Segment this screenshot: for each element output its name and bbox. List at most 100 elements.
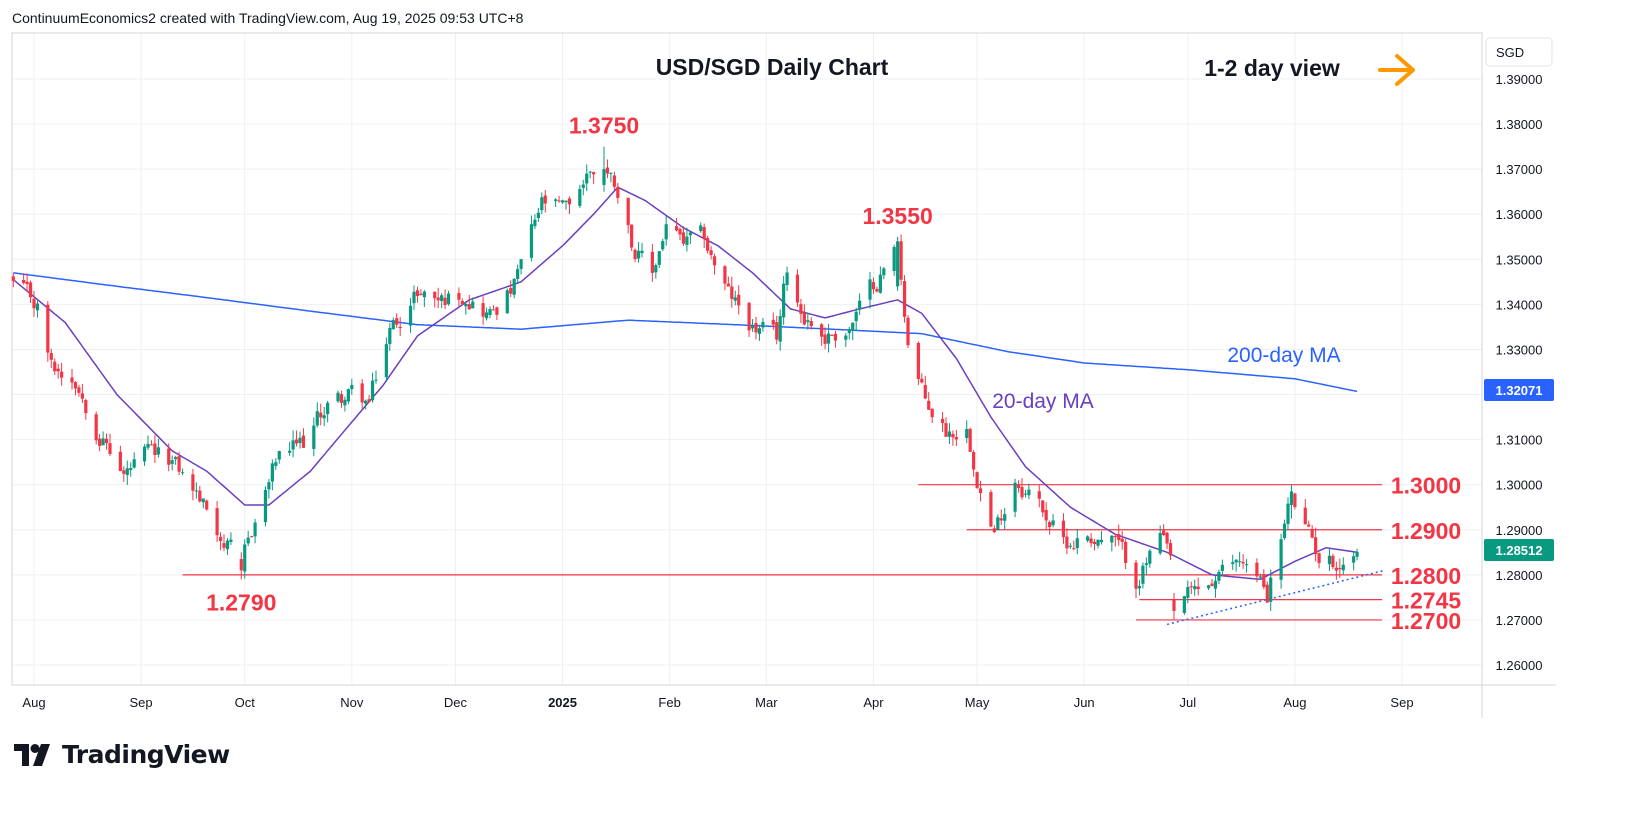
candle	[540, 192, 544, 215]
candle-body	[916, 342, 920, 380]
candle-body	[681, 232, 686, 244]
candle	[1279, 533, 1283, 589]
candle	[495, 306, 499, 321]
candle	[1051, 514, 1055, 528]
currency-label: SGD	[1496, 45, 1524, 60]
candle-body	[319, 412, 323, 418]
candle-body	[1065, 536, 1069, 549]
level-label: 1.3000	[1391, 473, 1461, 499]
candle-body	[1327, 555, 1332, 565]
candle-body	[436, 297, 440, 301]
candle	[440, 293, 444, 309]
candle-body	[875, 288, 879, 292]
candle	[947, 423, 952, 444]
candle-body	[650, 251, 654, 273]
candle-body	[1331, 555, 1335, 567]
candle	[1148, 548, 1152, 568]
candle	[657, 250, 661, 269]
candle	[1162, 524, 1166, 536]
candle-body	[702, 227, 706, 240]
candle	[274, 458, 278, 470]
candle-body	[1186, 586, 1190, 598]
candle-body	[560, 200, 565, 203]
candle	[1124, 539, 1128, 570]
candle	[1262, 569, 1266, 590]
candle-body	[22, 279, 26, 283]
candle	[1134, 559, 1138, 599]
candle-body	[149, 444, 154, 446]
candle	[288, 441, 292, 456]
candle	[70, 369, 74, 390]
candle	[505, 288, 509, 314]
candle-body	[53, 361, 57, 372]
y-tick-label: 1.35000	[1496, 252, 1543, 267]
time-axis[interactable]: Aug Sep Oct Nov Dec 2025 Feb Mar Apr May Jun Jul Aug…	[22, 695, 1413, 710]
candle-body	[1193, 586, 1197, 590]
candle-body	[167, 448, 171, 465]
candle	[685, 227, 689, 252]
candle	[191, 468, 195, 501]
annotations-group: 1.3750 1.3550 1.2790	[206, 113, 933, 616]
candle-body	[291, 440, 295, 450]
candle	[678, 227, 682, 241]
y-tick-label: 1.27000	[1496, 613, 1543, 628]
candle	[785, 266, 789, 291]
candle-body	[540, 197, 544, 211]
candle-body	[1158, 533, 1162, 554]
y-tick-label: 1.29000	[1496, 523, 1543, 538]
candle	[1244, 559, 1249, 573]
ma200-label: 200-day MA	[1227, 344, 1340, 367]
candle	[992, 525, 996, 534]
candle	[650, 243, 654, 282]
candle-body	[1072, 548, 1076, 550]
candle-body	[509, 288, 513, 294]
candle	[1048, 520, 1052, 535]
candle	[1213, 575, 1218, 598]
candle-body	[588, 171, 592, 173]
candle-body	[1317, 553, 1321, 564]
candle	[851, 322, 855, 341]
candle-body	[56, 368, 60, 372]
candle-body	[339, 394, 344, 403]
candle-body	[661, 241, 665, 250]
candle-body	[77, 387, 81, 393]
candle	[194, 482, 198, 499]
candle	[294, 430, 299, 447]
candle	[367, 394, 371, 403]
candle-body	[826, 333, 831, 344]
candle	[491, 305, 496, 311]
candle-body	[412, 291, 416, 304]
candle	[471, 297, 475, 309]
candle-body	[1117, 534, 1121, 540]
candle-body	[191, 474, 195, 491]
candle-body	[170, 460, 174, 464]
candle-body	[322, 415, 326, 419]
candle	[972, 449, 976, 477]
candle-body	[975, 472, 979, 488]
candle	[374, 370, 378, 384]
candle	[77, 384, 81, 397]
candle	[1317, 552, 1321, 569]
candle-body	[578, 189, 582, 206]
candle	[132, 452, 136, 469]
price-axis[interactable]: 1.39000 1.38000 1.37000 1.36000 1.35000 1.340…	[1496, 72, 1543, 673]
candle	[1120, 530, 1124, 550]
candle	[167, 443, 171, 472]
price-annotation: 1.3750	[569, 113, 639, 139]
candle-body	[73, 382, 78, 389]
candle-body	[1255, 562, 1259, 577]
candle-body	[1041, 500, 1045, 513]
candle-body	[177, 456, 181, 472]
candle	[519, 258, 523, 275]
candle	[999, 509, 1003, 526]
currency-selector[interactable]: SGD	[1485, 37, 1553, 67]
candle-body	[785, 272, 789, 285]
candle-body	[505, 290, 509, 314]
candle-body	[581, 184, 585, 188]
tradingview-brand[interactable]: TradingView	[14, 740, 230, 769]
candle	[360, 379, 364, 409]
candle	[726, 276, 730, 287]
candle-body	[799, 304, 803, 314]
candle	[592, 171, 596, 184]
